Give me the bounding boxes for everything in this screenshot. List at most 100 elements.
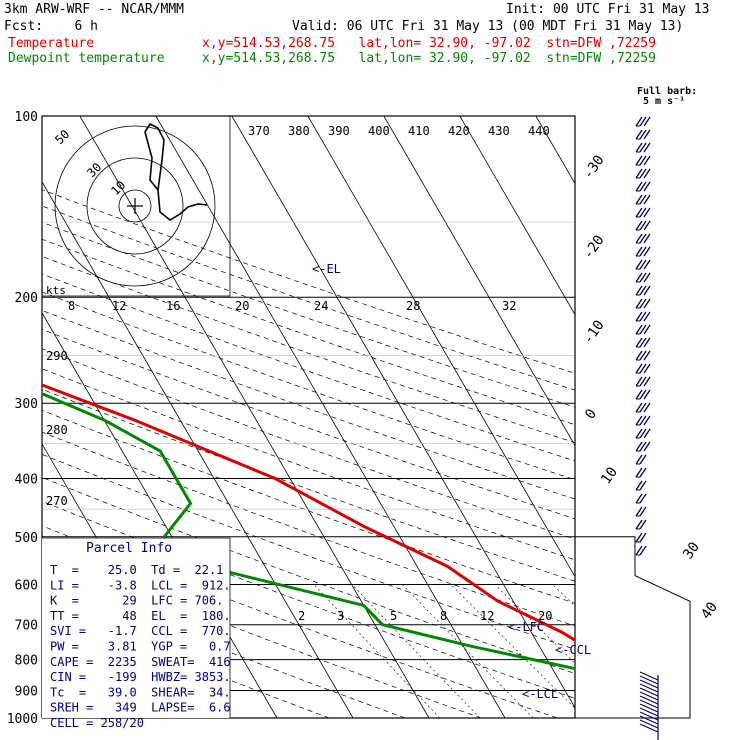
hodograph-ring: [54, 125, 216, 287]
wind-barb-flag: [635, 272, 643, 283]
mixing-ratio-line: [351, 584, 481, 718]
wind-barb-flag: [639, 711, 659, 721]
wind-barb-flag: [643, 116, 651, 127]
wind-barb-flag: [643, 259, 651, 270]
pressure-tick-label: 600: [15, 578, 38, 593]
wind-barb-flag: [639, 441, 647, 452]
wind-barb-flag: [635, 207, 643, 218]
wind-barb-flag: [635, 532, 643, 543]
theta-tick-label: 380: [288, 124, 310, 138]
wind-barb-flag: [639, 376, 647, 387]
isotherm-tick-label: 10: [598, 464, 621, 487]
hodograph-speed-tick: 24: [314, 299, 328, 313]
wind-barb-flag: [635, 181, 643, 192]
parcel-info-line: CELL = 258/20: [50, 716, 144, 730]
parcel-info-line: CAPE = 2235 SWEAT= 416: [50, 655, 231, 669]
dry-adiabat-line: [42, 454, 575, 650]
parcel-info-line: Tc = 39.0 SHEAR= 34.: [50, 685, 231, 699]
hodograph-speed-tick: 8: [68, 299, 75, 313]
wind-barb-flag: [639, 363, 647, 374]
wind-barb-flag: [639, 480, 647, 491]
pressure-tick-label: 400: [15, 472, 38, 487]
hodograph-speed-tick: 28: [406, 299, 420, 313]
level-annotations: <-EL <-LFC <-CCL <-LCL: [312, 262, 591, 701]
parcel-info-background: [42, 538, 230, 718]
wind-barb-flag: [639, 259, 647, 270]
wind-barb-flag: [639, 715, 659, 725]
hodograph-speed-tick: 20: [235, 299, 249, 313]
wind-barb-flag: [639, 350, 647, 361]
valid-time: Valid: 06 UTC Fri 31 May 13 (00 MDT Fri …: [292, 19, 684, 34]
hodograph-ring-label: 30: [84, 160, 104, 180]
pressure-tick-label: 700: [15, 619, 38, 634]
wind-barb-flag: [639, 285, 647, 296]
wind-barb-flag: [635, 350, 643, 361]
wind-barb-flag: [643, 233, 651, 244]
sounding-series: [42, 383, 575, 671]
dewpoint-legend: Dewpoint temperature: [8, 51, 165, 66]
hodograph-trace: [144, 122, 208, 221]
wind-barb-flag: [635, 129, 643, 140]
wind-barb-flag: [643, 389, 651, 400]
wind-barb-flag: [635, 480, 643, 491]
wind-barb-flag: [639, 324, 647, 335]
theta-tick-label: 270: [46, 494, 68, 508]
wind-barb-flag: [639, 719, 659, 729]
wind-barb-flag: [643, 415, 651, 426]
wind-barb-flag: [635, 298, 643, 309]
wind-barb-flag: [639, 699, 659, 709]
wind-barb-flag: [643, 428, 651, 439]
isotherm-tick-label: 0: [582, 406, 600, 422]
mixing-ratio-line: [401, 584, 534, 718]
wind-barb-flag: [643, 285, 651, 296]
wind-barb-flag: [635, 363, 643, 374]
pressure-tick-label: 100: [15, 110, 38, 125]
theta-tick-label: 410: [408, 124, 430, 138]
wind-barb-flag: [635, 519, 643, 530]
wind-barb-flag: [639, 723, 659, 733]
plot-border: [41, 115, 576, 719]
wind-barb-flag: [635, 259, 643, 270]
wind-barb-flag: [635, 220, 643, 231]
parcel-info-line: T = 25.0 Td = 22.1: [50, 563, 223, 577]
theta-tick-label: 400: [368, 124, 390, 138]
wind-barb-flag: [635, 168, 643, 179]
parcel-info-line: SVI = -1.7 CCL = 770.: [50, 624, 231, 638]
wind-barb-flag: [639, 695, 659, 705]
theta-tick-label: 430: [488, 124, 510, 138]
hodograph-speed-tick: 12: [112, 299, 126, 313]
parcel-info-border: [42, 537, 231, 718]
wind-barb-flag: [639, 181, 647, 192]
wind-barb-flag: [639, 683, 659, 693]
wind-barb-flag: [639, 493, 647, 504]
init-time: Init: 00 UTC Fri 31 May 13: [506, 2, 710, 17]
isotherm-tick-label: 30: [680, 539, 703, 562]
wind-barb-flag: [639, 337, 647, 348]
mixing-ratio-label: 20: [538, 609, 552, 623]
level-annotation: <-LCL: [522, 687, 558, 701]
mixing-ratio-label: 3: [337, 609, 344, 623]
pressure-tick-label: 200: [15, 291, 38, 306]
pressure-tick-label: 1000: [7, 712, 38, 727]
pressure-tick-label: 300: [15, 397, 38, 412]
wind-barb-flag: [635, 441, 643, 452]
wind-barb-flag: [635, 454, 643, 465]
theta-tick-label: 280: [46, 423, 68, 437]
wind-barb-flag: [639, 142, 647, 153]
pressure-tick-label: 500: [15, 531, 38, 546]
wind-barb-flag: [635, 415, 643, 426]
wind-barb-flag: [643, 441, 651, 452]
wind-barb-flag: [639, 168, 647, 179]
wind-barb-flag: [639, 194, 647, 205]
dewpoint-location-info: x,y=514.53,268.75 lat,lon= 32.90, -97.02…: [202, 51, 656, 66]
wind-barb-flag: [639, 389, 647, 400]
parcel-info-line: CIN = -199 HWBZ= 3853.: [50, 670, 231, 684]
dry-adiabat-line: [42, 431, 575, 627]
wind-barb-flag: [639, 298, 647, 309]
wind-barb-flag: [635, 337, 643, 348]
temperature-line: [42, 383, 575, 642]
theta-tick-label: 390: [328, 124, 350, 138]
wind-barb-flag: [643, 324, 651, 335]
wind-barb-flag: [643, 155, 651, 166]
